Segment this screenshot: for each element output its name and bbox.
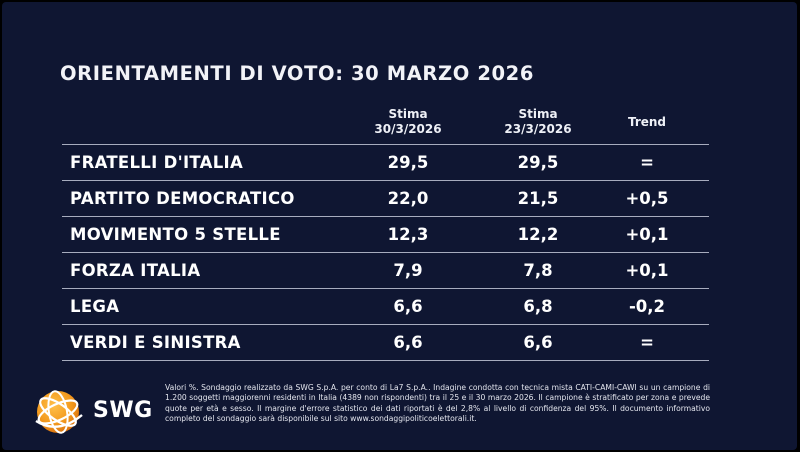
previous-estimate: 12,2 bbox=[517, 225, 559, 244]
party-name: PARTITO DEMOCRATICO bbox=[70, 189, 295, 208]
current-estimate: 7,9 bbox=[393, 261, 423, 280]
column-header-trend: Trend bbox=[597, 115, 697, 130]
table-row: FORZA ITALIA 7,9 7,8 +0,1 bbox=[62, 252, 709, 288]
column-header-current-line1: Stima bbox=[388, 107, 428, 121]
previous-estimate: 21,5 bbox=[517, 189, 559, 208]
table-row: PARTITO DEMOCRATICO 22,0 21,5 +0,5 bbox=[62, 180, 709, 216]
column-header-previous-line2: 23/3/2026 bbox=[504, 122, 572, 136]
current-estimate: 6,6 bbox=[393, 297, 423, 316]
trend-value: -0,2 bbox=[628, 297, 666, 316]
party-name: FRATELLI D'ITALIA bbox=[70, 153, 244, 172]
current-estimate: 12,3 bbox=[387, 225, 429, 244]
current-estimate: 29,5 bbox=[387, 153, 429, 172]
column-header-trend-label: Trend bbox=[627, 115, 667, 129]
party-name: VERDI E SINISTRA bbox=[70, 333, 241, 352]
methodology-footnote: Valori %. Sondaggio realizzato da SWG S.… bbox=[165, 383, 710, 424]
party-name: LEGA bbox=[70, 297, 120, 316]
party-name: FORZA ITALIA bbox=[70, 261, 201, 280]
previous-estimate: 6,8 bbox=[523, 297, 553, 316]
swg-logo-text: SWG bbox=[93, 398, 153, 423]
trend-value: = bbox=[640, 153, 654, 172]
trend-value: +0,1 bbox=[625, 225, 669, 244]
table-row: VERDI E SINISTRA 6,6 6,6 = bbox=[62, 324, 709, 361]
results-table: FRATELLI D'ITALIA 29,5 29,5 = PARTITO DE… bbox=[62, 144, 709, 361]
column-header-current: Stima 30/3/2026 bbox=[358, 107, 458, 137]
trend-value: = bbox=[640, 333, 654, 352]
table-row: FRATELLI D'ITALIA 29,5 29,5 = bbox=[62, 144, 709, 180]
table-row: MOVIMENTO 5 STELLE 12,3 12,2 +0,1 bbox=[62, 216, 709, 252]
current-estimate: 22,0 bbox=[387, 189, 429, 208]
party-name: MOVIMENTO 5 STELLE bbox=[70, 225, 281, 244]
trend-value: +0,1 bbox=[625, 261, 669, 280]
previous-estimate: 7,8 bbox=[523, 261, 553, 280]
column-header-previous: Stima 23/3/2026 bbox=[488, 107, 588, 137]
table-row: LEGA 6,6 6,8 -0,2 bbox=[62, 288, 709, 324]
previous-estimate: 6,6 bbox=[523, 333, 553, 352]
column-header-current-line2: 30/3/2026 bbox=[374, 122, 442, 136]
swg-globe-icon bbox=[35, 390, 83, 434]
page-title: ORIENTAMENTI DI VOTO: 30 MARZO 2026 bbox=[60, 62, 534, 85]
current-estimate: 6,6 bbox=[393, 333, 423, 352]
column-header-previous-line1: Stima bbox=[518, 107, 558, 121]
previous-estimate: 29,5 bbox=[517, 153, 559, 172]
trend-value: +0,5 bbox=[625, 189, 669, 208]
